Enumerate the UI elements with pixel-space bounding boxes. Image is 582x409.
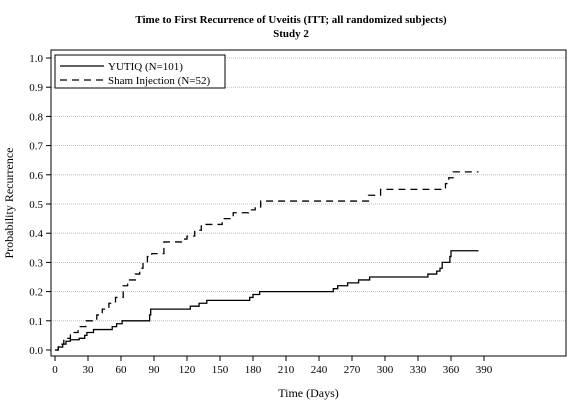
x-tick-label: 150 bbox=[212, 364, 229, 376]
chart-title: Time to First Recurrence of Uveitis (ITT… bbox=[135, 14, 447, 26]
legend: YUTIQ (N=101) Sham Injection (N=52) bbox=[54, 54, 226, 89]
x-axis-label: Time (Days) bbox=[278, 386, 339, 400]
x-tick-label: 30 bbox=[83, 364, 95, 376]
x-tick-label: 390 bbox=[476, 364, 493, 376]
legend-label-sham: Sham Injection (N=52) bbox=[108, 75, 210, 87]
x-tick-label: 90 bbox=[149, 364, 161, 376]
y-tick-label: 0.1 bbox=[29, 316, 43, 328]
axis-ticks: 0.0 0.1 0.2 0.3 0.4 0.5 0.6 0.7 0.8 0.9 1.0 0 30 60 90… bbox=[29, 53, 493, 376]
x-tick-label: 330 bbox=[410, 364, 427, 376]
x-tick-label: 360 bbox=[443, 364, 460, 376]
y-tick-label: 0.2 bbox=[29, 287, 43, 299]
y-tick-label: 1.0 bbox=[29, 53, 43, 65]
y-tick-label: 0.6 bbox=[29, 170, 43, 182]
x-tick-label: 0 bbox=[52, 364, 58, 376]
legend-box bbox=[54, 54, 226, 89]
x-tick-label: 180 bbox=[245, 364, 262, 376]
chart-subtitle: Study 2 bbox=[273, 28, 309, 40]
grid-lines bbox=[51, 57, 566, 322]
series-lines bbox=[55, 171, 479, 351]
x-tick-label: 270 bbox=[344, 364, 361, 376]
x-tick-label: 300 bbox=[377, 364, 394, 376]
x-tick-label: 210 bbox=[278, 364, 295, 376]
y-tick-label: 0.9 bbox=[29, 82, 43, 94]
plot-frame bbox=[50, 49, 567, 357]
x-tick-label: 120 bbox=[179, 364, 196, 376]
x-tick-label: 60 bbox=[116, 364, 128, 376]
y-axis-label: Probability Recurrence bbox=[2, 148, 16, 259]
y-tick-label: 0.5 bbox=[29, 199, 43, 211]
legend-label-yutiq: YUTIQ (N=101) bbox=[108, 61, 183, 73]
y-tick-label: 0.7 bbox=[29, 141, 43, 153]
y-tick-label: 0.3 bbox=[29, 257, 43, 269]
y-tick-label: 0.8 bbox=[29, 111, 43, 123]
x-tick-label: 240 bbox=[311, 364, 328, 376]
y-tick-label: 0.0 bbox=[29, 345, 43, 357]
y-tick-label: 0.4 bbox=[29, 228, 43, 240]
series-yutiq-line bbox=[55, 250, 479, 351]
